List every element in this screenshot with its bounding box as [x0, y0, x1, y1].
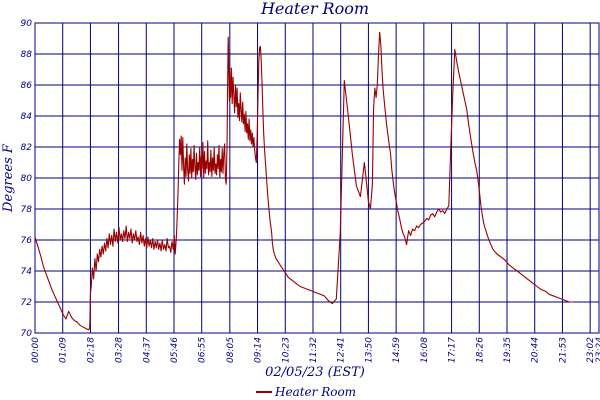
grid-lines	[34, 22, 600, 334]
x-tick-label: 13:50	[364, 337, 374, 363]
chart-title: Heater Room	[260, 0, 369, 18]
x-tick-label: 14:59	[392, 337, 402, 363]
series-layer	[34, 31, 574, 331]
series-line-heater-room	[34, 31, 574, 331]
x-tick-label: 12:41	[337, 337, 347, 363]
legend: Heater Room	[256, 385, 356, 399]
y-axis-ticks: 70 72 74 76 78 80 82 84 86 88 90	[21, 19, 33, 339]
y-tick-label: 76	[21, 236, 33, 246]
x-tick-label: 08:05	[226, 337, 236, 363]
x-tick-label: 20:44	[531, 337, 541, 363]
x-tick-label: 17:17	[448, 337, 458, 363]
x-tick-label: 19:35	[503, 337, 513, 363]
x-tick-label: 04:37	[142, 337, 152, 363]
y-axis-label: Degrees F	[1, 143, 16, 213]
y-tick-label: 90	[21, 19, 33, 29]
x-tick-label: 00:00	[31, 337, 41, 363]
y-tick-label: 70	[21, 329, 33, 339]
x-axis-label: 02/05/23 (EST)	[265, 365, 365, 380]
y-tick-label: 74	[21, 267, 33, 277]
legend-label-heater-room: Heater Room	[274, 385, 356, 399]
x-axis-ticks: 00:00 01:09 02:18 03:28 04:37 05:46 06:55 08:05…	[31, 337, 600, 363]
y-tick-label: 72	[21, 298, 33, 308]
y-tick-label: 80	[21, 174, 33, 184]
x-tick-label: 09:14	[254, 337, 264, 363]
x-tick-label: 06:55	[198, 337, 208, 363]
x-tick-label: 23:24	[595, 337, 600, 363]
x-tick-label: 10:23	[281, 337, 291, 363]
x-tick-label: 01:09	[59, 337, 69, 363]
y-tick-label: 78	[21, 205, 33, 215]
x-tick-label: 05:46	[170, 337, 180, 363]
x-tick-label: 21:53	[558, 337, 568, 363]
x-tick-label: 16:08	[420, 337, 430, 363]
x-tick-label: 02:18	[86, 337, 96, 363]
y-tick-label: 86	[21, 81, 33, 91]
y-tick-label: 82	[21, 143, 33, 153]
x-tick-label: 18:26	[475, 337, 485, 363]
y-tick-label: 84	[21, 112, 33, 122]
x-tick-label: 03:28	[115, 337, 125, 363]
x-tick-label: 23:02	[586, 337, 596, 363]
x-tick-label: 11:32	[309, 337, 319, 363]
y-tick-label: 88	[21, 50, 33, 60]
